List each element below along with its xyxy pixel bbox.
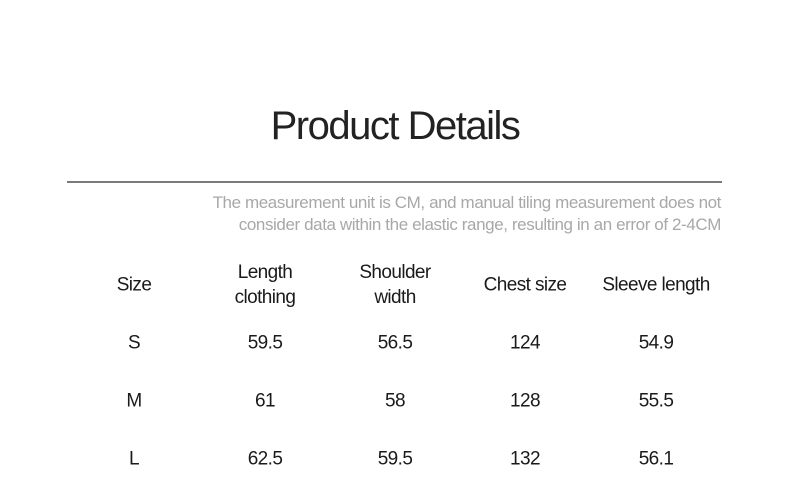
header-line: Length xyxy=(237,262,293,283)
table-cell: 132 xyxy=(510,448,541,470)
table-cell: 59.5 xyxy=(247,332,283,354)
header-line: Chest size xyxy=(483,274,567,296)
table-cell: 58 xyxy=(385,390,406,412)
table-cell: 61 xyxy=(255,390,276,412)
header-line: Sleeve length xyxy=(602,274,710,296)
measurement-note: The measurement unit is CM, and manual t… xyxy=(212,192,722,236)
column-header: Size xyxy=(69,273,199,298)
table-cell: 56.1 xyxy=(638,448,674,470)
column-header: Chest size xyxy=(460,273,590,298)
table-cell: 62.5 xyxy=(247,448,283,470)
table-cell: 54.9 xyxy=(638,332,674,354)
header-line: Size xyxy=(116,274,152,296)
size-label: M xyxy=(126,390,142,412)
divider xyxy=(67,181,722,183)
size-label: L xyxy=(129,448,140,470)
note-line: The measurement unit is CM, and manual t… xyxy=(212,193,722,212)
header-line: Shoulder xyxy=(359,262,431,283)
column-header: Length clothing xyxy=(200,260,330,310)
table-cell: 59.5 xyxy=(377,448,413,470)
column-header: Shoulder width xyxy=(330,260,460,310)
page-title: Product Details xyxy=(270,104,521,148)
size-label: S xyxy=(127,332,141,354)
table-cell: 55.5 xyxy=(638,390,674,412)
header-line: width xyxy=(374,287,416,308)
table-cell: 56.5 xyxy=(377,332,413,354)
header-line: clothing xyxy=(234,287,296,308)
table-cell: 128 xyxy=(510,390,541,412)
column-header: Sleeve length xyxy=(591,273,721,298)
table-cell: 124 xyxy=(510,332,541,354)
note-line: consider data within the elastic range, … xyxy=(238,215,722,234)
